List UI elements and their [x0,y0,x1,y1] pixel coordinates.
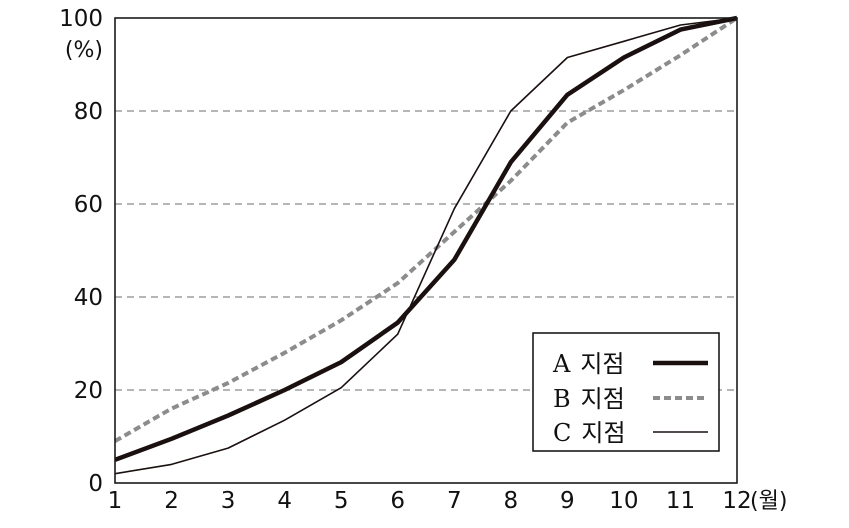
legend: A 지점 B 지점 C 지점 [532,332,720,452]
x-tick-label-9: 9 [560,488,575,514]
series-line-a [114,15,738,462]
legend-label-a: A 지점 [552,350,625,378]
x-tick-label-5: 5 [334,488,349,514]
legend-label-c: C 지점 [553,419,626,447]
x-tick-label-10: 10 [609,488,638,514]
y-axis-unit-label: (%) [65,38,103,63]
x-tick-label-8: 8 [503,488,518,514]
y-tick-label-0: 0 [88,471,103,497]
x-tick-label-4: 4 [277,488,292,514]
y-tick-label-40: 40 [74,285,103,311]
x-tick-label-12: 12 [722,488,751,514]
series-line-b [114,16,739,443]
y-tick-label-80: 80 [74,99,103,125]
x-tick-label-6: 6 [390,488,405,514]
legend-label-b: B 지점 [553,385,625,413]
x-axis-unit-label: (월) [750,489,787,514]
axes [114,17,738,484]
x-tick-label-1: 1 [108,488,123,514]
y-tick-label-20: 20 [74,378,103,404]
series-line-c [114,17,738,475]
plot-frame [114,17,738,484]
x-tick-label-2: 2 [164,488,179,514]
x-tick-label-7: 7 [447,488,462,514]
series-lines [114,15,739,475]
x-tick-label-11: 11 [666,488,695,514]
y-tick-label-100: 100 [59,6,103,32]
y-tick-label-60: 60 [74,192,103,218]
x-tick-label-3: 3 [221,488,236,514]
